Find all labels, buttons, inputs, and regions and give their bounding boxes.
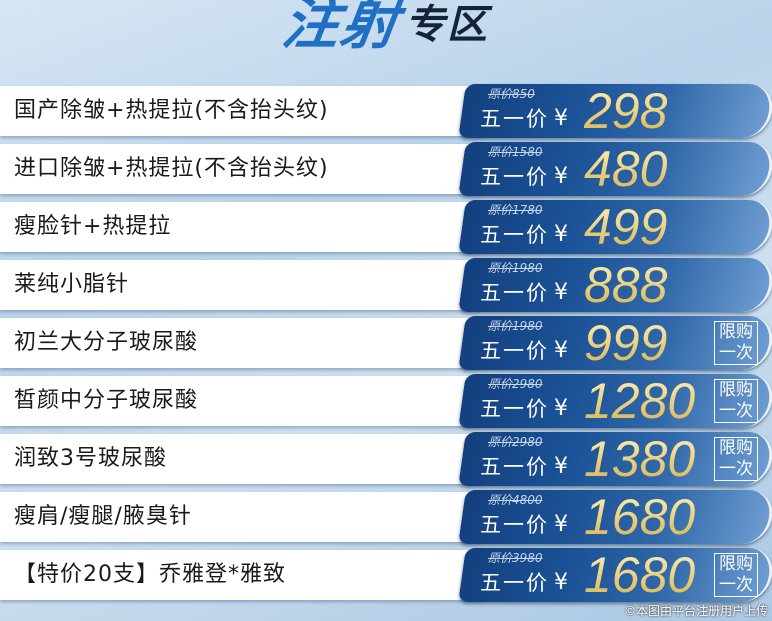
- currency-symbol: ¥: [554, 570, 568, 595]
- item-name: 润致3号玻尿酸: [0, 434, 500, 484]
- title-part2: 专区: [405, 1, 489, 48]
- limit-badge: 限购一次: [714, 553, 758, 597]
- limit-badge: 限购一次: [714, 379, 758, 423]
- currency-symbol: ¥: [554, 222, 568, 247]
- title-part1: 注射: [278, 0, 404, 57]
- price-row: 皙颜中分子玻尿酸 原价2980 五一价 ¥ 1280 限购一次: [0, 374, 772, 428]
- sale-price: 1280: [584, 373, 696, 429]
- currency-symbol: ¥: [554, 280, 568, 305]
- item-name: 皙颜中分子玻尿酸: [0, 376, 500, 426]
- limit-badge: 限购一次: [714, 321, 758, 365]
- price-row: 润致3号玻尿酸 原价2980 五一价 ¥ 1380 限购一次: [0, 432, 772, 486]
- price-row: 瘦脸针+热提拉 原价1780 五一价 ¥ 499: [0, 200, 772, 254]
- offer-label: 五一价: [480, 397, 549, 421]
- original-price: 原价1780: [488, 203, 543, 217]
- offer-label: 五一价: [480, 107, 549, 131]
- original-price: 原价2980: [488, 435, 543, 449]
- offer-label: 五一价: [480, 281, 549, 305]
- offer-label: 五一价: [480, 571, 549, 595]
- price-row: 初兰大分子玻尿酸 原价1980 五一价 ¥ 999 限购一次: [0, 316, 772, 370]
- offer-label: 五一价: [480, 513, 549, 537]
- sale-price: 1680: [584, 547, 696, 603]
- currency-symbol: ¥: [554, 512, 568, 537]
- price-row: 瘦肩/瘦腿/腋臭针 原价4800 五一价 ¥ 1680: [0, 490, 772, 544]
- offer-label: 五一价: [480, 339, 549, 363]
- item-name: 瘦脸针+热提拉: [0, 202, 500, 252]
- price-row: 莱纯小脂针 原价1980 五一价 ¥ 888: [0, 258, 772, 312]
- offer-label: 五一价: [480, 165, 549, 189]
- watermark: ©本图由平台注册用户上传: [623, 604, 768, 618]
- currency-symbol: ¥: [554, 396, 568, 421]
- sale-price: 298: [584, 83, 668, 139]
- page-title: 注射专区: [0, 0, 772, 57]
- price-row: 【特价20支】乔雅登*雅致 原价3980 五一价 ¥ 1680 限购一次: [0, 548, 772, 602]
- item-name: 莱纯小脂针: [0, 260, 500, 310]
- original-price: 原价850: [488, 87, 535, 101]
- item-name: 【特价20支】乔雅登*雅致: [0, 550, 500, 600]
- original-price: 原价1980: [488, 319, 543, 333]
- sale-price: 999: [584, 315, 668, 371]
- currency-symbol: ¥: [554, 164, 568, 189]
- currency-symbol: ¥: [554, 106, 568, 131]
- item-name: 国产除皱+热提拉(不含抬头纹): [0, 86, 500, 136]
- price-row: 进口除皱+热提拉(不含抬头纹) 原价1580 五一价 ¥ 480: [0, 142, 772, 196]
- original-price: 原价3980: [488, 551, 543, 565]
- limit-badge: 限购一次: [714, 437, 758, 481]
- item-name: 初兰大分子玻尿酸: [0, 318, 500, 368]
- original-price: 原价4800: [488, 493, 543, 507]
- currency-symbol: ¥: [554, 454, 568, 479]
- offer-label: 五一价: [480, 455, 549, 479]
- original-price: 原价1980: [488, 261, 543, 275]
- sale-price: 1380: [584, 431, 696, 487]
- price-row: 国产除皱+热提拉(不含抬头纹) 原价850 五一价 ¥ 298: [0, 84, 772, 138]
- item-name: 进口除皱+热提拉(不含抬头纹): [0, 144, 500, 194]
- item-name: 瘦肩/瘦腿/腋臭针: [0, 492, 500, 542]
- sale-price: 888: [584, 257, 668, 313]
- original-price: 原价2980: [488, 377, 543, 391]
- offer-label: 五一价: [480, 223, 549, 247]
- sale-price: 499: [584, 199, 668, 255]
- sale-price: 1680: [584, 489, 696, 545]
- original-price: 原价1580: [488, 145, 543, 159]
- currency-symbol: ¥: [554, 338, 568, 363]
- sale-price: 480: [584, 141, 668, 197]
